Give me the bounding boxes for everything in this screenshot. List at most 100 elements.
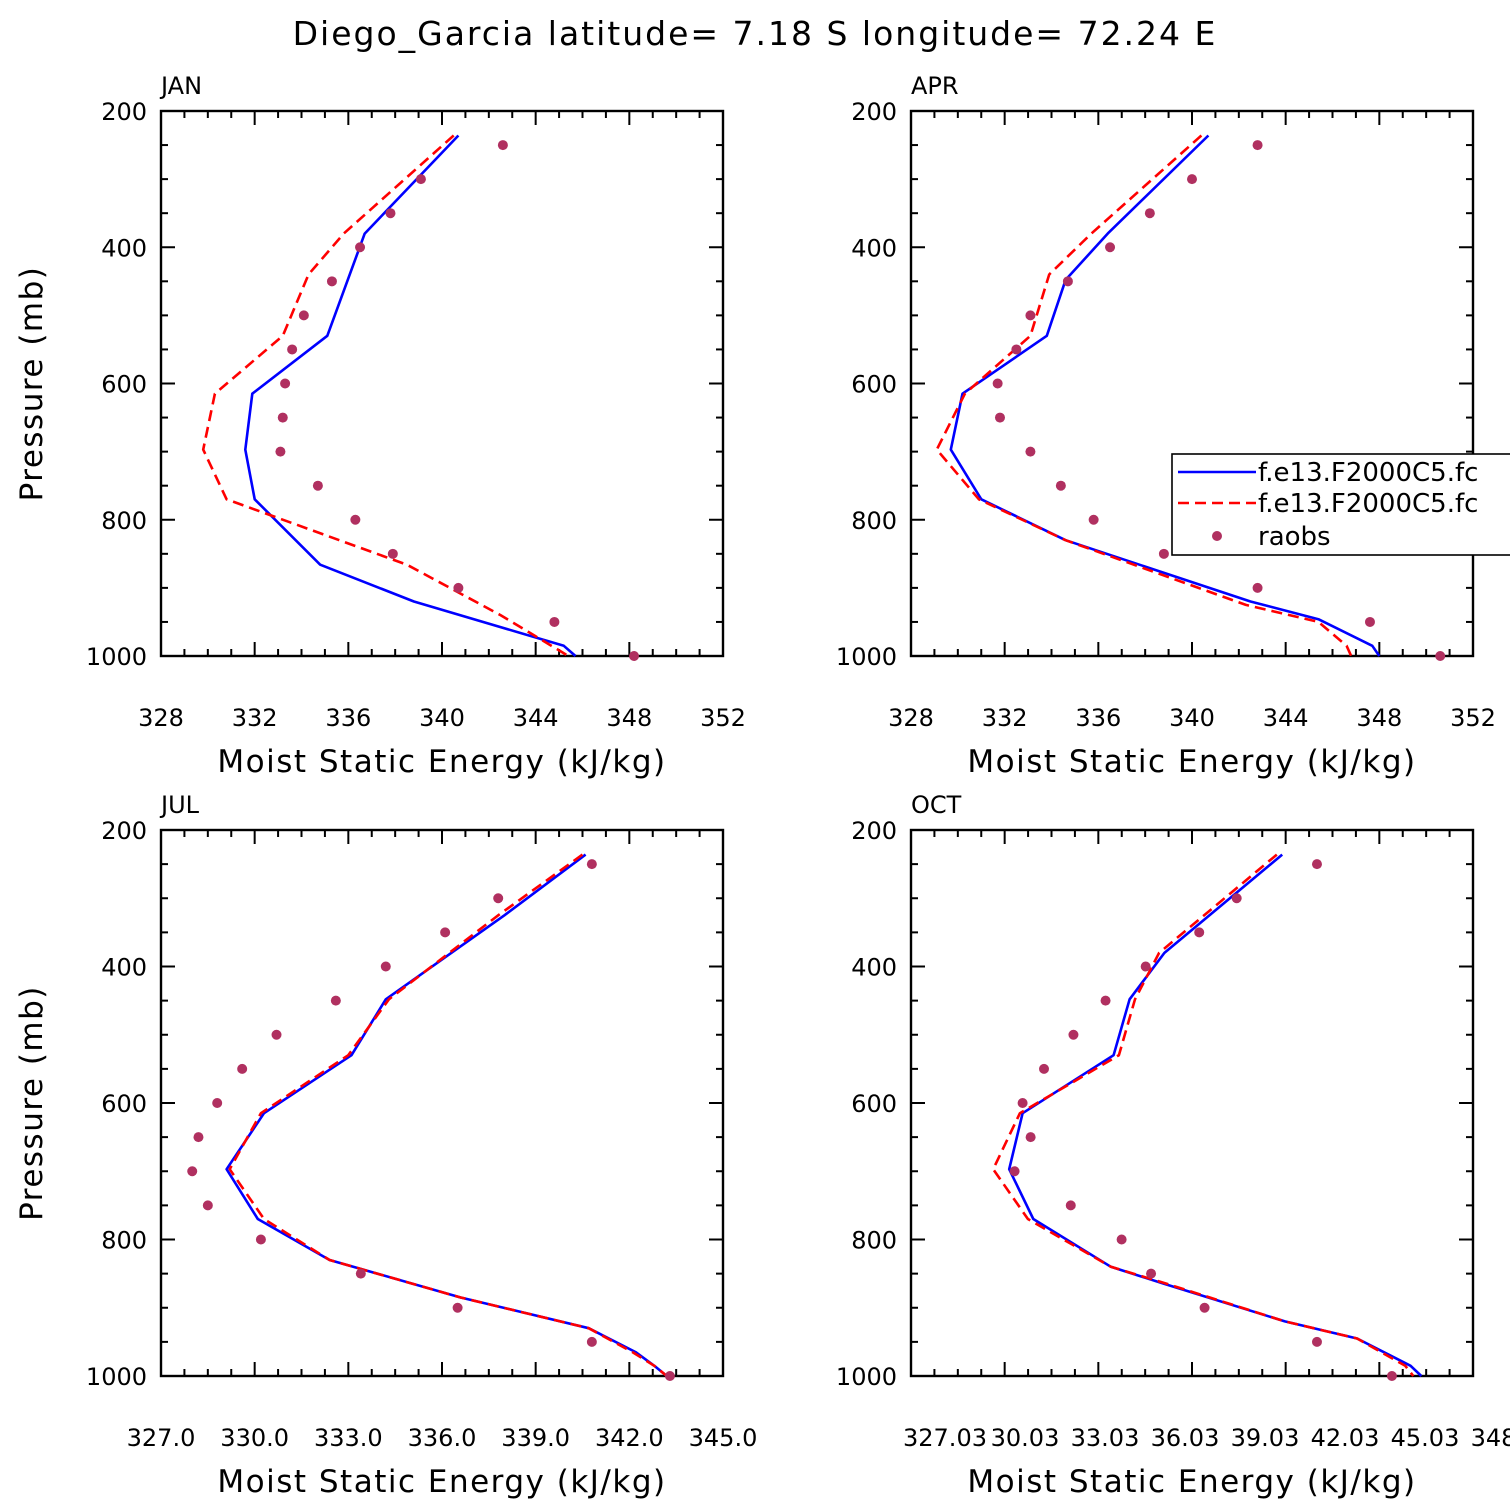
raobs-point [586,1336,597,1347]
raobs-point [1116,1234,1127,1245]
raobs-point [1252,140,1263,151]
x-tick-label: 339.0 [501,1424,570,1452]
raobs-point [1025,1132,1036,1143]
model-line-2 [935,134,1353,657]
raobs-point [629,651,640,661]
raobs-point [1158,548,1169,559]
raobs-point [280,378,291,389]
y-tick-label: 400 [851,234,897,262]
raobs-point [275,446,286,457]
panel-jan: JAN 200 400 600 800 1000 328 332 336 340 344 348 352… [14,72,746,780]
x-tick-label: 336 [1075,704,1121,732]
y-tick-label: 1000 [86,643,147,671]
raobs-point [202,1200,213,1211]
figure-title: Diego_Garcia latitude= 7.18 S longitude=… [293,14,1218,53]
raobs-point [452,1302,463,1313]
x-tick-label: 348.0 [1471,1424,1510,1452]
model-line-2 [991,853,1415,1377]
panel-apr: APR 200 400 600 800 1000 328 332 336 340 344 348 352… [836,72,1496,780]
y-tick-label: 1000 [86,1363,147,1391]
raobs-point [212,1098,223,1108]
x-tick-label: 333.0 [314,1424,383,1452]
raobs-point [385,208,396,219]
x-tick-label: 42.03 [1311,1424,1380,1452]
raobs-point [277,412,288,423]
x-tick-label: 336 [325,704,371,732]
x-tick-label: 327.0 [127,1424,196,1452]
raobs-point [312,480,323,491]
raobs-point [1055,480,1066,491]
x-tick-label: 30.03 [991,1424,1060,1452]
raobs-point [1088,514,1099,525]
raobs-point [1311,859,1322,870]
raobs-point [493,893,504,904]
raobs-point [1065,1200,1076,1211]
model-line-2 [228,853,668,1378]
x-tick-label: 332 [232,704,278,732]
model-line-1 [1007,853,1423,1377]
raobs-point [326,276,337,287]
raobs-point [355,1268,366,1279]
x-tick-label: 327.03 [903,1424,987,1452]
x-axis-label: Moist Static Energy (kJ/kg) [217,1464,666,1500]
raobs-point [330,995,341,1006]
y-tick-label: 400 [851,954,897,982]
raobs-point [1144,208,1155,219]
raobs-point [1011,344,1022,355]
y-tick-label: 200 [851,98,897,126]
raobs-point [1252,582,1263,593]
model-line-1 [244,134,577,657]
raobs-point [193,1132,204,1143]
x-axis-label: Moist Static Energy (kJ/kg) [217,744,666,780]
raobs-point [287,344,298,355]
panel-label: JAN [159,72,202,100]
raobs-point [255,1234,266,1245]
raobs-point [1068,1029,1079,1040]
raobs-point [1435,651,1446,661]
y-tick-label: 1000 [836,643,897,671]
plot-frame [909,828,1475,1378]
y-tick-label: 800 [851,1227,897,1255]
raobs-point [415,174,426,185]
legend-label-3: raobs [1258,522,1331,552]
raobs-point [271,1029,282,1040]
x-tick-label: 340 [1169,704,1215,732]
raobs-point [1017,1098,1028,1108]
x-tick-label: 352 [1450,704,1496,732]
model-line-1 [225,853,668,1378]
x-tick-label: 340 [419,704,465,732]
y-axis-label: Pressure (mb) [14,266,50,502]
y-tick-label: 200 [851,817,897,845]
plot-frame [159,109,725,658]
raobs-point [1140,961,1151,972]
y-tick-label: 800 [101,507,147,535]
y-tick-label: 600 [851,371,897,399]
panel-jul: JUL 200 400 600 800 1000 327.0 330.0 333.0 336.0 3… [14,791,757,1500]
y-tick-label: 600 [101,1090,147,1118]
raobs-point [1364,616,1375,627]
y-tick-label: 200 [101,98,147,126]
raobs-point [1039,1063,1050,1074]
y-tick-label: 400 [101,954,147,982]
x-tick-label: 328 [138,704,184,732]
x-tick-label: 33.03 [1071,1424,1140,1452]
raobs-point [664,1371,675,1381]
x-tick-label: 348 [606,704,652,732]
y-tick-label: 800 [851,507,897,535]
raobs-point [380,961,391,972]
raobs-point [1009,1166,1020,1177]
raobs-point [586,859,597,870]
raobs-point [1105,242,1116,253]
raobs-point [1100,995,1111,1006]
x-tick-label: 328 [888,704,934,732]
raobs-point [187,1166,198,1177]
x-tick-label: 344 [1263,704,1309,732]
y-tick-label: 600 [851,1090,897,1118]
raobs-point [237,1063,248,1074]
model-line-1 [949,134,1381,657]
y-tick-label: 400 [101,234,147,262]
raobs-point [440,927,451,938]
panel-label: JUL [159,791,200,819]
